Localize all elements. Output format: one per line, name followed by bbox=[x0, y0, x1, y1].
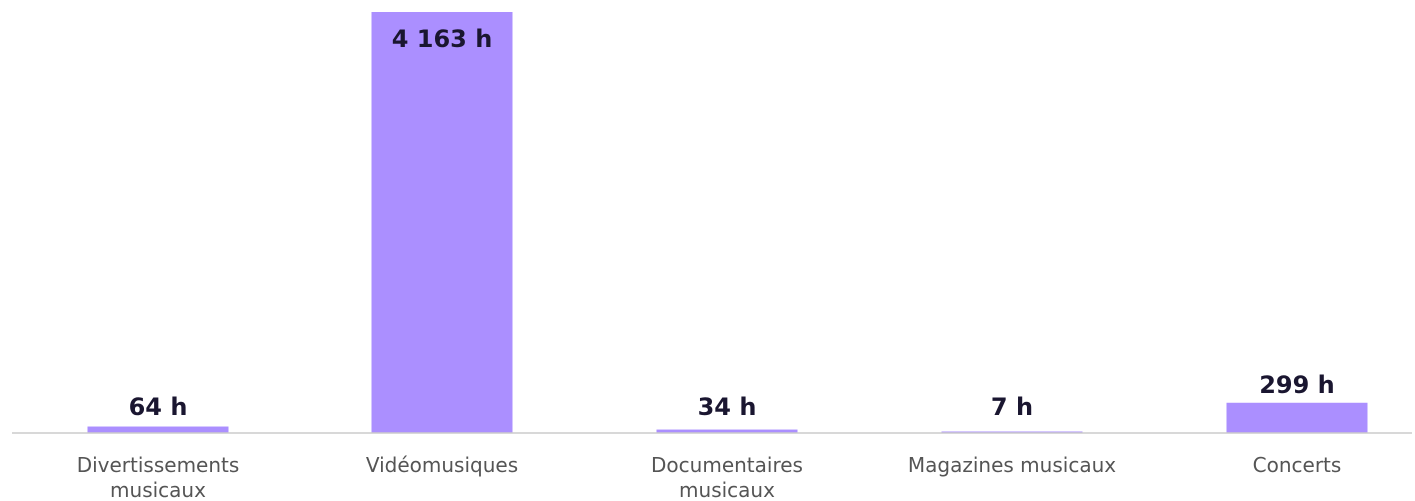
bar-2 bbox=[656, 429, 798, 433]
value-label-2: 34 h bbox=[698, 393, 757, 421]
category-label-1: Vidéomusiques bbox=[366, 453, 518, 477]
value-labels-layer: 64 h 4 163 h 34 h 7 h 299 h bbox=[129, 25, 1335, 421]
category-label-line: Concerts bbox=[1253, 453, 1342, 477]
category-label-line: musicaux bbox=[110, 478, 206, 501]
value-label-1: 4 163 h bbox=[392, 25, 493, 53]
bar-4 bbox=[1226, 402, 1368, 433]
category-label-line: musicaux bbox=[679, 478, 775, 501]
bars-layer bbox=[87, 12, 1368, 433]
value-label-4: 299 h bbox=[1259, 371, 1335, 399]
value-label-3: 7 h bbox=[991, 393, 1033, 421]
category-label-line: Divertissements bbox=[77, 453, 240, 477]
category-label-2: Documentaires musicaux bbox=[651, 453, 803, 501]
value-label-0: 64 h bbox=[129, 393, 188, 421]
category-label-line: Magazines musicaux bbox=[908, 453, 1116, 477]
category-label-0: Divertissements musicaux bbox=[77, 453, 240, 501]
category-label-4: Concerts bbox=[1253, 453, 1342, 477]
bar-1 bbox=[371, 12, 513, 433]
category-label-line: Vidéomusiques bbox=[366, 453, 518, 477]
category-label-3: Magazines musicaux bbox=[908, 453, 1116, 477]
bar-0 bbox=[87, 426, 229, 433]
category-label-line: Documentaires bbox=[651, 453, 803, 477]
